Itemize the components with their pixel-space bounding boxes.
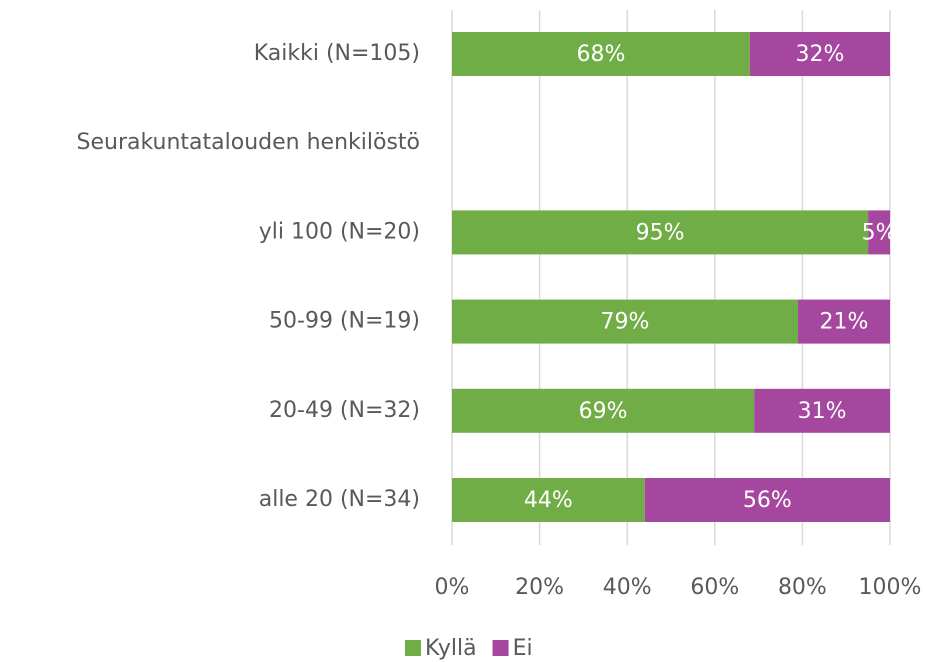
- y-tick-label: 20-49 (N=32): [269, 398, 420, 423]
- data-label: 56%: [743, 488, 792, 513]
- y-tick-label: yli 100 (N=20): [259, 219, 420, 244]
- legend-label: Kyllä: [425, 636, 477, 661]
- bar-segment: [452, 388, 755, 433]
- y-tick-label: 50-99 (N=19): [269, 309, 420, 334]
- x-tick-label: 40%: [603, 575, 652, 600]
- x-tick-label: 80%: [778, 575, 827, 600]
- data-label: 31%: [798, 399, 847, 424]
- bar-segment: [452, 210, 869, 255]
- bar-segment: [749, 32, 890, 76]
- data-label: 69%: [579, 399, 628, 424]
- bar-segment: [754, 388, 890, 433]
- bar-segment: [798, 299, 890, 344]
- x-tick-label: 60%: [690, 575, 739, 600]
- legend-swatch: [492, 640, 509, 656]
- bar-segment: [452, 32, 750, 76]
- x-tick-label: 20%: [515, 575, 564, 600]
- data-label: 32%: [795, 42, 844, 67]
- data-label: 68%: [576, 42, 625, 67]
- legend-label: Ei: [513, 636, 533, 661]
- y-tick-label: alle 20 (N=34): [259, 487, 420, 512]
- x-tick-label: 0%: [435, 575, 470, 600]
- x-tick-label: 100%: [859, 575, 922, 600]
- bar-segment: [644, 478, 890, 522]
- legend-swatch: [405, 640, 421, 656]
- data-label: 79%: [601, 310, 650, 335]
- data-label: 21%: [820, 310, 869, 335]
- data-label: 44%: [524, 488, 573, 513]
- bar-segment: [868, 210, 890, 255]
- y-tick-label: Kaikki (N=105): [254, 41, 420, 66]
- data-label: 95%: [636, 220, 685, 245]
- data-label: 5%: [862, 220, 897, 245]
- bar-segment: [452, 478, 645, 522]
- bar-segment: [452, 299, 799, 344]
- y-tick-label: Seurakuntatalouden henkilöstö: [77, 130, 420, 155]
